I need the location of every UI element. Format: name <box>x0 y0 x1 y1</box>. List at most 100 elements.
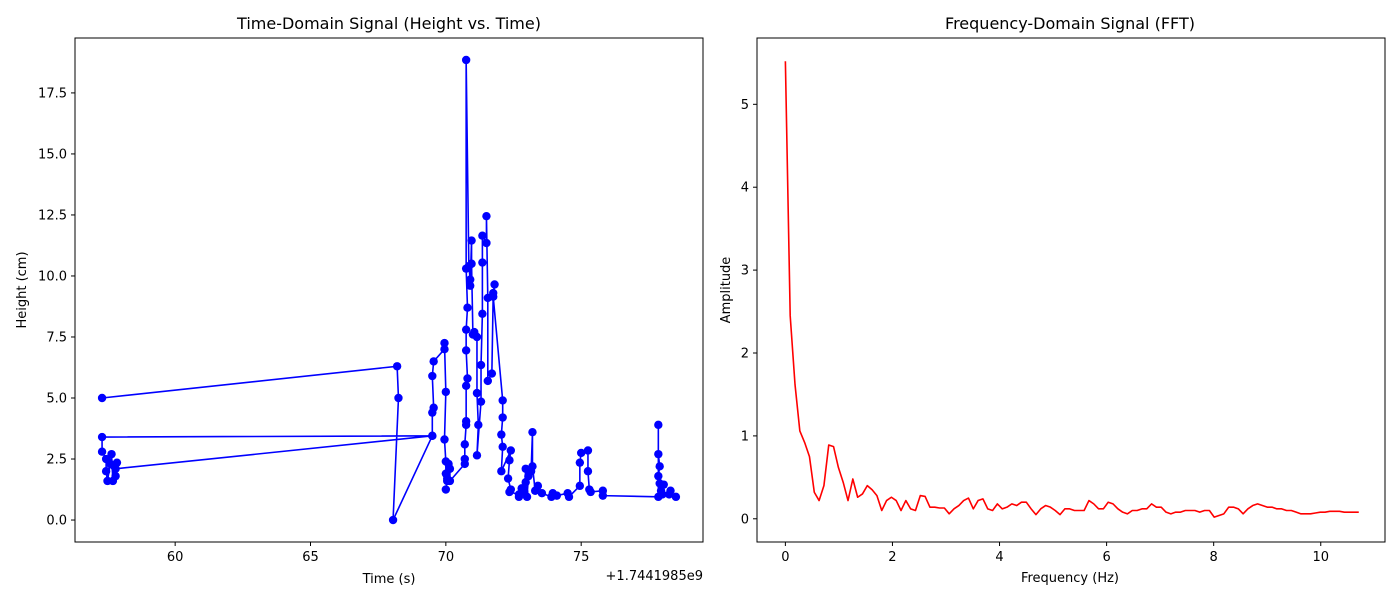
time-domain-data-point <box>506 446 516 455</box>
time-domain-data-point <box>476 360 486 370</box>
time-domain-data-point <box>394 393 403 403</box>
time-domain-axes-frame <box>74 37 704 543</box>
frequency-domain-y-ticks: 0 1 2 3 4 5 <box>741 98 757 527</box>
time-domain-data-point <box>460 454 469 464</box>
time-domain-y-tick-label: 10.0 <box>38 269 67 284</box>
time-domain-data-point <box>460 440 469 449</box>
time-domain-chart: Time-Domain Signal (Height vs. Time) 60 6… <box>15 14 704 587</box>
time-domain-x-tick-label: 60 <box>167 550 184 565</box>
time-domain-data-point <box>576 448 586 458</box>
time-domain-data-point <box>441 387 451 397</box>
frequency-domain-title: Frequency-Domain Signal (FFT) <box>945 14 1195 33</box>
time-domain-data-point <box>498 413 507 422</box>
time-domain-plot-area <box>97 55 681 525</box>
time-domain-data-point <box>658 490 667 499</box>
time-domain-data-point <box>478 258 487 267</box>
time-domain-data-point <box>586 487 595 497</box>
time-domain-data-point <box>528 462 537 471</box>
time-domain-data-point <box>489 292 498 301</box>
time-domain-x-tick-label: 65 <box>302 550 319 565</box>
time-domain-data-point <box>583 446 593 455</box>
time-domain-data-point <box>537 488 547 498</box>
time-domain-data-point <box>474 420 483 430</box>
time-domain-data-point <box>505 487 514 497</box>
time-domain-data-point <box>428 371 437 381</box>
time-domain-data-point <box>101 467 111 476</box>
time-domain-data-point <box>598 491 608 500</box>
time-domain-data-point <box>654 471 663 481</box>
frequency-domain-y-tick-label: 4 <box>741 181 749 196</box>
time-domain-y-ticks: 0.0 2.5 5.0 7.5 10.0 12.5 15.0 17.5 <box>38 86 75 529</box>
frequency-domain-y-tick-label: 0 <box>741 512 749 527</box>
time-domain-data-point <box>466 281 475 290</box>
time-domain-data-point <box>564 492 574 502</box>
frequency-domain-x-ticks: 0 2 4 6 8 10 <box>781 542 1329 565</box>
time-domain-data-point <box>392 362 402 371</box>
time-domain-data-point <box>429 403 438 412</box>
time-domain-data-point <box>528 427 537 437</box>
time-domain-data-point <box>664 490 674 499</box>
time-domain-data-point <box>466 275 475 284</box>
time-domain-data-point <box>461 416 471 426</box>
time-domain-y-tick-label: 5.0 <box>46 392 67 407</box>
time-domain-data-point <box>440 344 449 354</box>
time-domain-data-point <box>497 467 506 476</box>
time-domain-data-point <box>461 325 471 334</box>
frequency-domain-y-axis-label: Amplitude <box>719 257 734 324</box>
time-domain-data-point <box>476 397 486 406</box>
time-domain-data-point <box>482 211 491 221</box>
time-domain-data-point <box>583 467 593 476</box>
time-domain-data-point <box>440 435 449 444</box>
time-domain-data-point <box>483 376 492 386</box>
time-domain-y-tick-label: 15.0 <box>38 147 67 162</box>
time-domain-data-point <box>441 485 451 494</box>
time-domain-data-point <box>463 303 472 312</box>
time-domain-data-point <box>97 432 107 442</box>
time-domain-x-offset-label: +1.7441985e9 <box>606 569 703 584</box>
time-domain-data-point <box>552 491 562 500</box>
frequency-domain-x-axis-label: Frequency (Hz) <box>1021 571 1119 586</box>
frequency-domain-y-tick-label: 5 <box>741 98 749 113</box>
time-domain-data-point <box>472 388 482 398</box>
time-domain-data-point <box>107 449 116 459</box>
frequency-domain-series-line <box>784 61 1359 518</box>
time-domain-y-tick-label: 0.0 <box>46 514 67 529</box>
time-domain-data-point <box>472 332 482 342</box>
frequency-domain-x-tick-label: 6 <box>1102 550 1110 565</box>
time-domain-y-tick-label: 12.5 <box>38 208 67 223</box>
time-domain-data-point <box>461 55 471 65</box>
time-domain-y-tick-label: 2.5 <box>46 453 67 468</box>
time-domain-data-point <box>428 431 437 441</box>
time-domain-data-point <box>671 492 681 502</box>
time-domain-data-point <box>654 449 663 459</box>
frequency-domain-y-tick-label: 3 <box>741 264 749 279</box>
time-domain-y-axis-label: Height (cm) <box>15 251 30 328</box>
time-domain-data-point <box>514 492 524 502</box>
frequency-domain-axes-frame <box>756 37 1386 543</box>
frequency-domain-x-tick-label: 0 <box>781 550 789 565</box>
time-domain-title: Time-Domain Signal (Height vs. Time) <box>236 14 541 33</box>
time-domain-data-point <box>97 393 107 403</box>
frequency-domain-y-tick-label: 1 <box>741 429 749 444</box>
frequency-domain-x-tick-label: 2 <box>888 550 896 565</box>
time-domain-y-tick-label: 7.5 <box>46 330 67 345</box>
time-domain-data-point <box>388 515 398 525</box>
time-domain-data-point <box>478 231 487 240</box>
time-domain-data-point <box>575 458 585 467</box>
time-domain-data-point <box>482 238 491 248</box>
time-domain-data-point <box>461 346 471 355</box>
time-domain-data-point <box>97 447 107 456</box>
time-domain-data-point <box>478 309 487 318</box>
time-domain-data-point <box>467 236 476 245</box>
time-domain-data-point <box>505 456 514 465</box>
time-domain-data-point <box>461 381 471 390</box>
time-domain-data-point <box>533 481 543 491</box>
time-domain-data-point <box>445 476 455 486</box>
frequency-domain-x-tick-label: 4 <box>995 550 1003 565</box>
frequency-domain-y-tick-label: 2 <box>741 347 749 362</box>
time-domain-x-tick-label: 70 <box>438 550 455 565</box>
time-domain-data-point <box>467 259 476 268</box>
time-domain-data-point <box>111 464 120 473</box>
